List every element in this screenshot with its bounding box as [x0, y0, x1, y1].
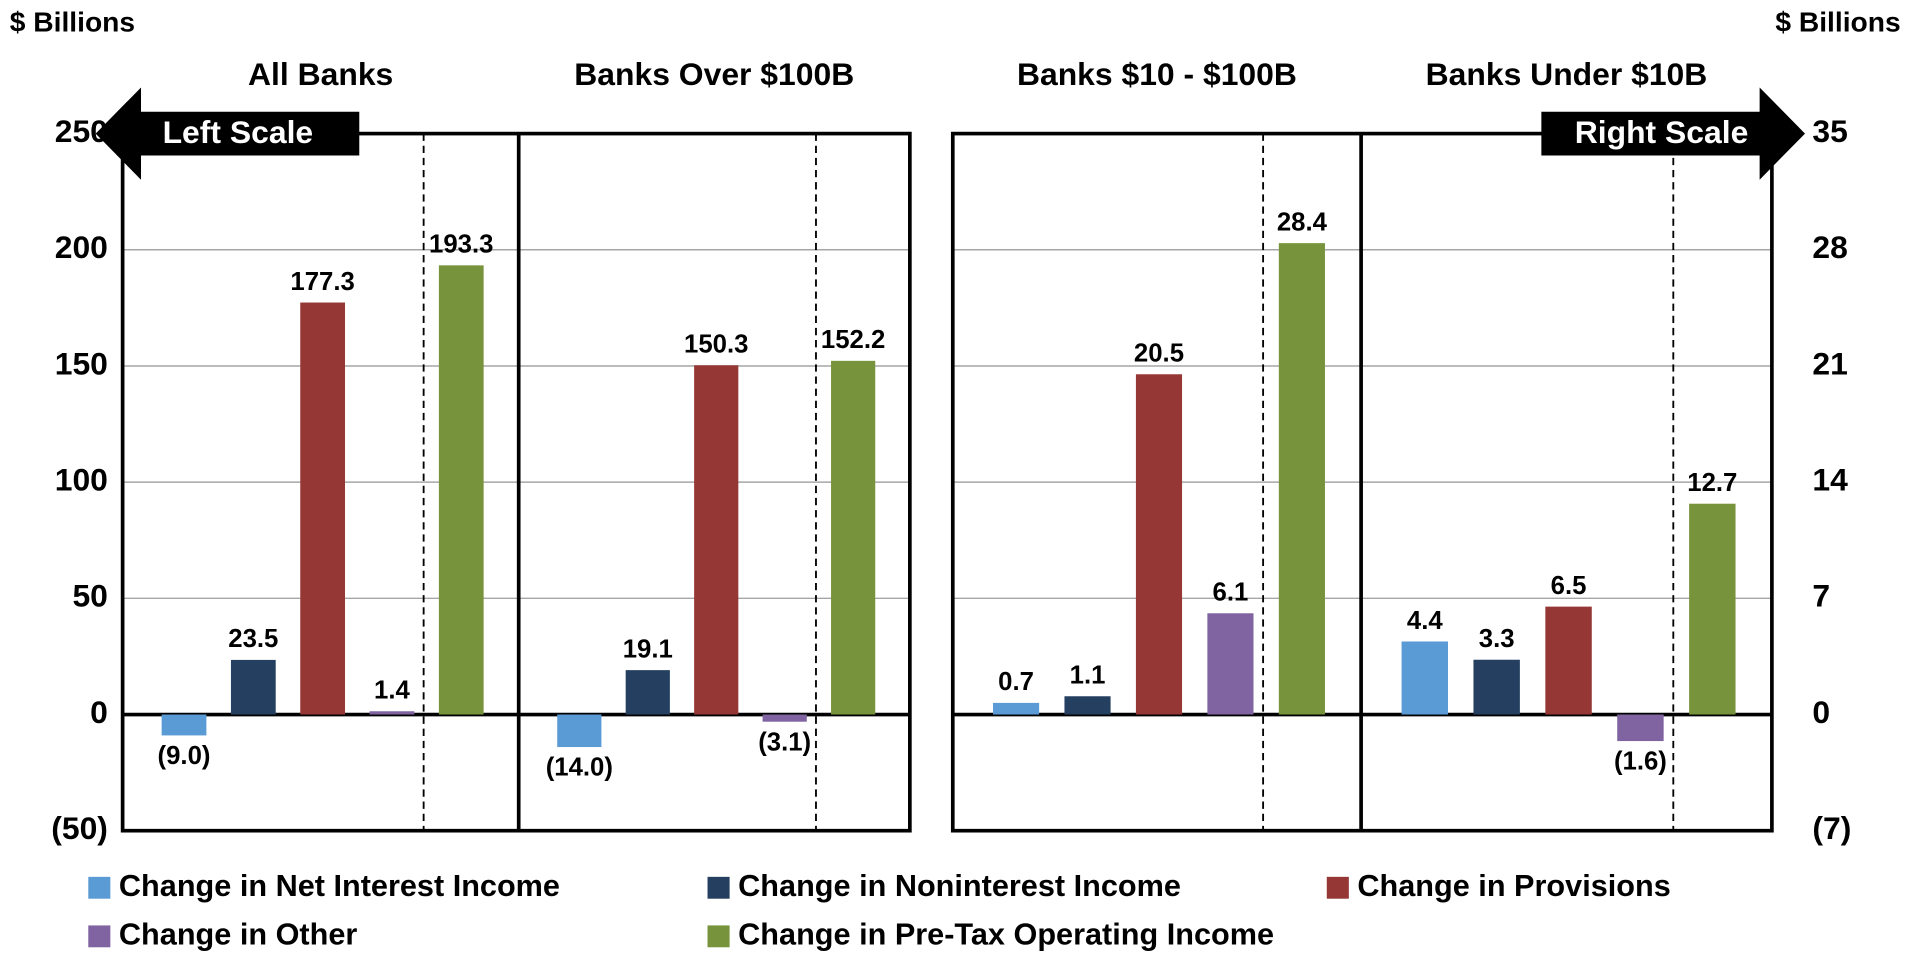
- value-label: 152.2: [821, 326, 885, 354]
- left-scale-arrow: [95, 87, 360, 180]
- value-label: 19.1: [623, 636, 673, 664]
- legend-label: Change in Other: [119, 918, 358, 952]
- bar: [1401, 641, 1448, 715]
- bar: [369, 711, 415, 715]
- value-label: (9.0): [158, 742, 211, 770]
- legend-label: Change in Pre-Tax Operating Income: [738, 918, 1274, 952]
- value-label: (3.1): [758, 728, 811, 756]
- y2-tick-label: 28: [1812, 229, 1847, 265]
- bar: [1689, 503, 1736, 715]
- y2-axis-label: $ Billions: [1775, 7, 1900, 38]
- legend-swatch: [707, 925, 730, 948]
- bar: [1617, 714, 1664, 742]
- value-label: 4.4: [1407, 607, 1444, 635]
- bar: [1135, 374, 1183, 715]
- y-axis-label: $ Billions: [10, 7, 135, 38]
- bar: [230, 659, 276, 715]
- value-label: 6.5: [1551, 572, 1587, 600]
- bar: [762, 714, 807, 722]
- group-title: Banks Over $100B: [574, 56, 854, 92]
- y2-tick-label: 35: [1812, 113, 1847, 149]
- legend-swatch: [88, 925, 111, 948]
- legend-swatch: [1326, 876, 1349, 899]
- y-tick-label: 150: [55, 345, 108, 381]
- value-label: 1.4: [374, 677, 411, 705]
- bar: [625, 670, 670, 715]
- value-label: 193.3: [429, 231, 493, 259]
- legend-label: Change in Provisions: [1357, 869, 1670, 903]
- frame: [120, 131, 912, 833]
- value-label: 0.7: [998, 668, 1034, 696]
- group-title: Banks $10 - $100B: [1017, 56, 1297, 92]
- legend-swatch: [88, 876, 111, 899]
- value-label: (1.6): [1614, 748, 1667, 776]
- group-title: All Banks: [248, 56, 393, 92]
- y-tick-label: (50): [51, 810, 108, 846]
- bar: [1473, 659, 1520, 715]
- value-label: 28.4: [1277, 209, 1328, 237]
- bar: [300, 302, 346, 715]
- y-tick-label: 200: [55, 229, 108, 265]
- y-tick-label: 100: [55, 462, 108, 498]
- bar: [438, 265, 484, 715]
- bar: [831, 360, 876, 715]
- value-label: 150.3: [684, 331, 748, 359]
- value-label: 177.3: [290, 268, 354, 296]
- value-label: 23.5: [228, 625, 278, 653]
- bar: [557, 714, 602, 748]
- value-label: 20.5: [1134, 340, 1184, 368]
- group-title: Banks Under $10B: [1426, 56, 1708, 92]
- value-label: 12.7: [1687, 469, 1737, 497]
- legend-swatch: [707, 876, 730, 899]
- y2-tick-label: 7: [1812, 578, 1830, 614]
- bar: [992, 702, 1040, 715]
- left-scale-label: Left Scale: [163, 114, 314, 150]
- value-label: 3.3: [1479, 625, 1515, 653]
- bar: [1545, 606, 1592, 715]
- y-tick-label: 0: [90, 694, 108, 730]
- y2-tick-label: 14: [1812, 462, 1848, 498]
- y2-tick-label: (7): [1812, 810, 1851, 846]
- value-label: 6.1: [1213, 579, 1249, 607]
- y2-tick-label: 21: [1812, 345, 1847, 381]
- legend-label: Change in Noninterest Income: [738, 869, 1181, 903]
- y-tick-label: 50: [72, 578, 107, 614]
- bar: [1207, 613, 1254, 715]
- bar: [1064, 696, 1111, 715]
- bar: [1278, 243, 1325, 715]
- y2-tick-label: 0: [1812, 694, 1830, 730]
- value-label: (14.0): [546, 754, 613, 782]
- bar: [161, 714, 207, 736]
- legend-label: Change in Net Interest Income: [119, 869, 560, 903]
- bar: [694, 365, 739, 715]
- value-label: 1.1: [1070, 662, 1106, 690]
- right-scale-label: Right Scale: [1575, 114, 1749, 150]
- right-scale-arrow: [1541, 87, 1805, 180]
